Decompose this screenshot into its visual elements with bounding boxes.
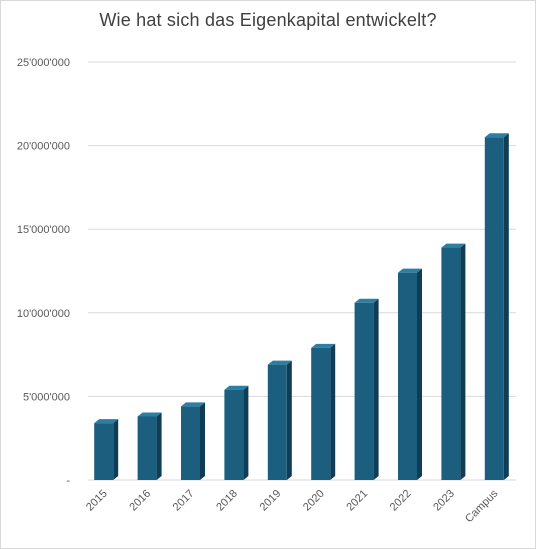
bar-side <box>113 419 119 480</box>
bar-side <box>330 343 336 480</box>
bar-front <box>398 272 417 480</box>
chart-title: Wie hat sich das Eigenkapital entwickelt… <box>99 10 437 30</box>
bar-top <box>267 360 292 365</box>
y-tick-label: 15'000'000 <box>17 224 70 236</box>
bar-top <box>137 412 162 417</box>
bar-front <box>137 416 157 480</box>
bar <box>441 243 466 480</box>
y-tick-label: 20'000'000 <box>17 141 70 153</box>
y-tick-label: 5'000'000 <box>23 391 70 403</box>
y-tick-label: 25'000'000 <box>17 57 70 69</box>
bar-side <box>200 402 205 480</box>
bar-front <box>484 137 504 481</box>
bar <box>181 402 205 480</box>
bar-side <box>460 243 466 480</box>
x-tick-label: 2018 <box>214 488 240 514</box>
bar-front <box>181 406 200 480</box>
bar-top <box>224 385 249 390</box>
bar-side <box>417 268 422 480</box>
bar <box>267 360 292 480</box>
bar-side <box>156 412 162 480</box>
bar-side <box>286 360 292 480</box>
x-tick-label: 2019 <box>258 488 284 514</box>
bar <box>94 419 119 480</box>
x-axis-tick-labels: 2015 2016 2017 2018 2019 2020 2021 2022 2023 Camp… <box>84 487 501 525</box>
x-tick-label: 2021 <box>344 488 370 514</box>
bar-top <box>181 402 205 407</box>
bar <box>484 133 509 481</box>
x-tick-label: 2015 <box>84 488 110 514</box>
bar-top <box>354 298 379 303</box>
x-tick-label: Campus <box>463 487 501 525</box>
bar-side <box>503 133 509 481</box>
bars <box>94 133 509 481</box>
bar <box>224 385 249 480</box>
bar-top <box>484 133 509 138</box>
bar-front <box>311 347 331 480</box>
x-tick-label: 2020 <box>301 488 327 514</box>
y-tick-label: - <box>66 475 70 487</box>
bar <box>137 412 162 480</box>
bar-top <box>441 243 466 248</box>
bar-front <box>441 247 461 480</box>
bar-front <box>267 364 287 480</box>
bar-side <box>373 298 379 480</box>
bar <box>398 268 422 480</box>
bar-top <box>311 343 336 348</box>
bar-front <box>94 423 114 480</box>
bar-top <box>94 419 119 424</box>
bar-front <box>354 302 374 480</box>
bar <box>354 298 379 480</box>
x-tick-label: 2022 <box>388 488 414 514</box>
bar-side <box>243 385 249 480</box>
x-tick-label: 2016 <box>127 488 153 514</box>
x-tick-label: 2017 <box>171 488 197 514</box>
bar <box>311 343 336 480</box>
x-tick-label: 2023 <box>431 488 457 514</box>
bar-front <box>224 389 244 480</box>
y-axis-tick-labels: - 5'000'000 10'000'000 15'000'000 20'000'000… <box>17 57 70 487</box>
y-tick-label: 10'000'000 <box>17 308 70 320</box>
bar-top <box>398 268 422 273</box>
